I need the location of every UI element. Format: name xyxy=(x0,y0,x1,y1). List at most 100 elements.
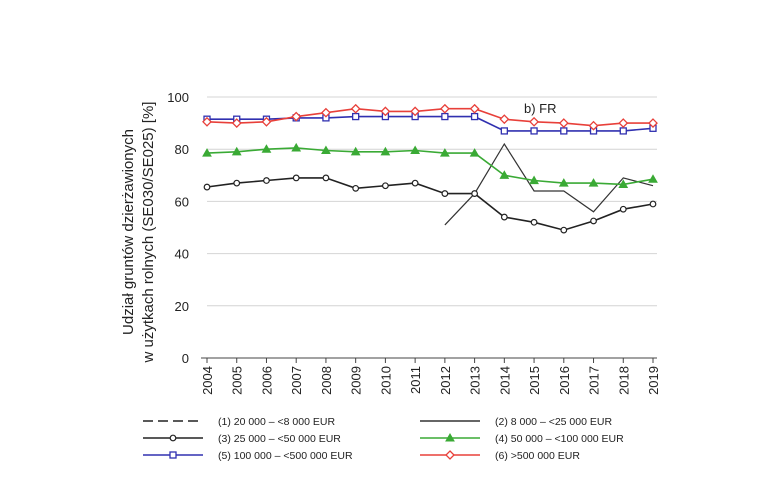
y-axis-title-line1: Udział gruntów dzierżawionych xyxy=(120,129,137,335)
series-line xyxy=(207,115,654,132)
data-point xyxy=(380,146,391,156)
data-point xyxy=(529,116,539,127)
x-tick-label: 2005 xyxy=(230,366,245,395)
data-point xyxy=(261,116,272,127)
y-tick-label: 20 xyxy=(175,299,189,314)
data-point xyxy=(233,179,241,187)
data-point xyxy=(471,190,479,197)
legend: (1) 20 000 – <8 000 EUR (2) 8 000 – <25 0… xyxy=(143,416,624,462)
x-tick-label: 2015 xyxy=(527,366,542,395)
data-point xyxy=(231,146,242,156)
series-line xyxy=(206,147,654,186)
data-point xyxy=(530,127,538,135)
x-tick-label: 2006 xyxy=(259,366,274,395)
data-point xyxy=(352,184,360,192)
data-point xyxy=(322,174,330,182)
x-tick-label: 2014 xyxy=(497,366,512,395)
x-tick-label: 2004 xyxy=(200,366,215,395)
series-line xyxy=(206,107,653,127)
y-tick-label: 40 xyxy=(175,247,189,262)
data-point xyxy=(445,450,455,460)
data-point xyxy=(202,148,212,157)
x-tick-label: 2019 xyxy=(646,366,661,395)
data-point xyxy=(469,148,480,157)
data-point xyxy=(649,200,657,208)
data-point xyxy=(590,217,597,225)
data-point xyxy=(441,190,449,197)
data-point xyxy=(263,177,270,184)
legend-item: (6) >500 000 EUR xyxy=(420,450,580,462)
y-tick-label: 0 xyxy=(182,351,189,366)
data-point xyxy=(410,145,421,155)
legend-label: (4) 50 000 – <100 000 EUR xyxy=(495,433,624,445)
data-point xyxy=(560,226,568,234)
legend-item: (5) 100 000 – <500 000 EUR xyxy=(143,450,353,462)
legend-item: (4) 50 000 – <100 000 EUR xyxy=(420,432,624,445)
x-tick-label: 2018 xyxy=(616,366,631,395)
data-point xyxy=(291,142,302,152)
data-point xyxy=(350,146,361,156)
axis-labels: 0 20 40 60 80 100 2004 2005 2006 2007 2008 2009 2010… xyxy=(167,90,661,395)
data-point xyxy=(500,127,508,135)
data-point xyxy=(352,112,360,121)
gridlines xyxy=(207,96,657,307)
y-tick-label: 100 xyxy=(167,90,189,105)
data-point xyxy=(469,103,480,114)
data-point xyxy=(441,112,449,121)
data-point xyxy=(231,118,242,129)
data-point xyxy=(169,451,177,459)
y-axis-title-line2: w użytkach rolnych (SE030/SE025) [%] xyxy=(140,102,157,364)
x-tick-label: 2009 xyxy=(349,366,364,395)
data-point xyxy=(558,118,569,129)
x-tick-label: 2011 xyxy=(408,366,423,394)
data-point xyxy=(588,120,599,131)
data-point xyxy=(588,178,599,187)
data-point xyxy=(499,114,510,125)
data-point xyxy=(618,118,629,129)
legend-item: (1) 20 000 – <8 000 EUR xyxy=(143,416,335,428)
x-tick-label: 2012 xyxy=(438,366,453,395)
data-point xyxy=(202,116,212,127)
x-tick-label: 2007 xyxy=(289,366,304,395)
x-tick-label: 2016 xyxy=(557,366,572,395)
x-tick-label: 2017 xyxy=(587,366,602,395)
data-point xyxy=(530,218,538,226)
data-point xyxy=(169,434,177,442)
data-point xyxy=(291,111,302,122)
data-point xyxy=(382,182,389,190)
data-point xyxy=(558,178,569,187)
data-point xyxy=(619,127,627,135)
legend-item: (3) 25 000 – <50 000 EUR xyxy=(143,433,341,445)
data-point xyxy=(411,179,419,187)
data-point xyxy=(648,174,658,183)
data-point xyxy=(261,144,272,153)
panel-label: b) FR xyxy=(524,101,557,116)
data-point xyxy=(529,175,539,185)
axes xyxy=(201,357,657,363)
data-point xyxy=(500,213,508,221)
x-tick-label: 2013 xyxy=(468,366,483,395)
legend-label: (1) 20 000 – <8 000 EUR xyxy=(218,416,335,428)
x-tick-label: 2010 xyxy=(378,366,393,395)
y-tick-label: 80 xyxy=(175,142,189,157)
series-lines xyxy=(202,103,658,234)
data-point xyxy=(321,107,331,118)
data-point xyxy=(618,179,629,188)
data-point xyxy=(560,127,568,135)
data-point xyxy=(619,205,627,213)
legend-label: (6) >500 000 EUR xyxy=(495,450,580,462)
data-point xyxy=(648,118,658,129)
data-point xyxy=(380,106,391,117)
data-point xyxy=(292,174,300,182)
y-tick-label: 60 xyxy=(175,194,189,209)
legend-item: (2) 8 000 – <25 000 EUR xyxy=(420,416,612,428)
data-point xyxy=(439,103,450,114)
legend-label: (5) 100 000 – <500 000 EUR xyxy=(218,450,353,462)
data-point xyxy=(321,145,331,155)
data-point xyxy=(445,432,455,442)
data-point xyxy=(470,112,479,121)
data-point xyxy=(439,148,450,157)
data-point xyxy=(499,170,510,179)
data-point xyxy=(410,106,421,117)
